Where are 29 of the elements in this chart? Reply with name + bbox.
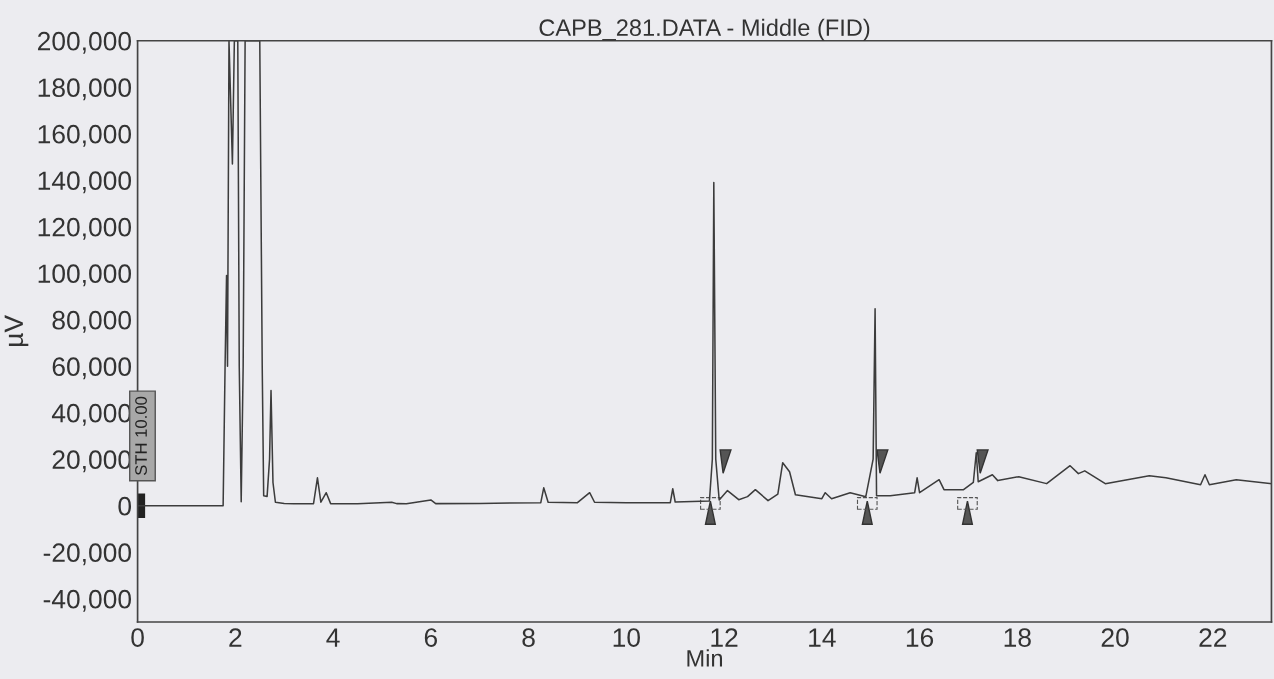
x-tick-label: 14: [809, 628, 836, 647]
x-axis-title: Min: [687, 649, 723, 667]
y-tick-label: 60,000: [52, 357, 132, 380]
x-tick-label: 4: [326, 628, 340, 647]
x-tick-label: 16: [906, 628, 934, 647]
x-tick-label: 22: [1199, 628, 1227, 647]
y-tick-label: 160,000: [38, 124, 132, 147]
x-tick-label: 10: [613, 628, 640, 647]
x-tick-label: 2: [229, 628, 242, 647]
y-tick-label: -20,000: [43, 543, 132, 566]
x-tick-label: 6: [424, 628, 438, 647]
x-tick-label: 18: [1004, 628, 1031, 647]
chart-title: CAPB_281.DATA - Middle (FID): [539, 18, 870, 41]
x-tick-label: 12: [711, 628, 738, 647]
y-tick-label: 40,000: [51, 403, 132, 426]
y-tick-label: 100,000: [38, 264, 132, 287]
x-tick-label: 8: [522, 628, 535, 647]
y-tick-label: 180,000: [38, 78, 132, 101]
x-tick-label: 20: [1101, 628, 1129, 647]
y-tick-label: 140,000: [38, 171, 132, 194]
y-axis-title: µV: [4, 315, 29, 346]
y-tick-label: 80,000: [52, 310, 132, 333]
y-tick-label: -40,000: [43, 589, 132, 612]
y-tick-label: 0: [118, 496, 132, 516]
y-tick-label: 120,000: [38, 217, 132, 240]
annotation: STH 10.00: [135, 396, 147, 476]
x-tick-label: 0: [131, 628, 144, 647]
y-tick-label: 200,000: [37, 31, 132, 54]
y-tick-label: 20,000: [52, 450, 132, 473]
